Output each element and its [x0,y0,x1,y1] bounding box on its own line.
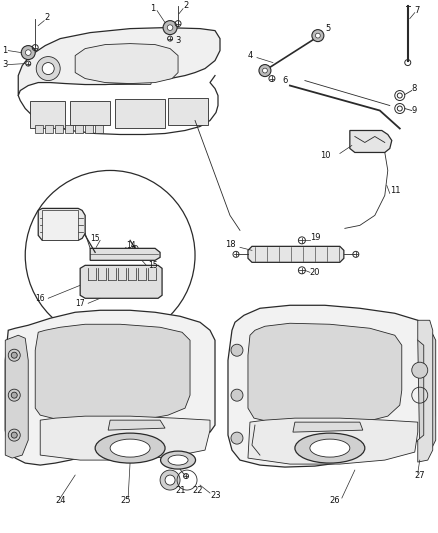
Text: 22: 22 [192,486,202,495]
Polygon shape [108,420,165,430]
Circle shape [231,432,243,444]
Text: 18: 18 [225,240,236,249]
Polygon shape [418,332,436,455]
Polygon shape [38,208,85,240]
Text: 2: 2 [183,1,188,10]
Text: 11: 11 [390,186,400,195]
Ellipse shape [161,451,195,469]
Circle shape [8,349,20,361]
Circle shape [312,30,324,42]
Polygon shape [90,248,160,260]
Text: 24: 24 [55,496,66,505]
Circle shape [167,25,173,30]
Text: 2: 2 [44,13,49,22]
Text: 25: 25 [120,496,131,505]
Text: 14: 14 [126,241,136,250]
Text: 19: 19 [310,233,320,242]
Circle shape [25,171,195,340]
Polygon shape [45,125,53,133]
Polygon shape [115,99,165,128]
FancyBboxPatch shape [93,51,152,75]
Text: 21: 21 [175,486,186,495]
Polygon shape [418,320,433,462]
Polygon shape [42,211,78,240]
Polygon shape [168,98,208,125]
Text: 17: 17 [75,299,85,308]
Circle shape [8,429,20,441]
Polygon shape [75,44,178,84]
Polygon shape [18,28,220,95]
Ellipse shape [110,439,150,457]
Polygon shape [65,125,73,133]
Text: 16: 16 [35,294,45,303]
Text: 4: 4 [248,51,253,60]
Circle shape [165,475,175,485]
Circle shape [11,432,17,438]
Circle shape [231,344,243,356]
Circle shape [259,64,271,77]
Polygon shape [248,418,418,464]
Text: 3: 3 [175,36,180,45]
Circle shape [36,56,60,80]
Polygon shape [350,131,392,152]
Circle shape [160,470,180,490]
Text: 6: 6 [282,76,287,85]
Text: 26: 26 [330,496,340,505]
Circle shape [262,68,267,73]
Text: 20: 20 [310,268,320,277]
Ellipse shape [168,455,188,465]
Text: 15: 15 [148,261,158,270]
Polygon shape [35,125,43,133]
Polygon shape [80,265,162,298]
Polygon shape [248,246,344,262]
Text: 3: 3 [2,60,7,69]
Text: 23: 23 [210,490,221,499]
Polygon shape [228,305,435,467]
Polygon shape [293,422,363,432]
Polygon shape [55,125,63,133]
Ellipse shape [310,439,350,457]
Polygon shape [95,125,103,133]
Polygon shape [30,101,65,128]
Circle shape [163,21,177,35]
Polygon shape [40,416,210,460]
Circle shape [42,62,54,75]
Polygon shape [75,125,83,133]
Circle shape [315,33,320,38]
Text: 10: 10 [320,151,330,160]
Polygon shape [248,323,402,426]
Text: 9: 9 [412,106,417,115]
Text: 1: 1 [150,4,155,13]
Text: 27: 27 [415,471,425,480]
Ellipse shape [95,433,165,463]
Circle shape [21,46,35,60]
Text: 8: 8 [412,84,417,93]
Text: 5: 5 [326,24,331,33]
Text: 7: 7 [415,6,420,15]
Ellipse shape [295,433,365,463]
Polygon shape [70,101,110,125]
FancyBboxPatch shape [94,72,151,85]
Circle shape [412,362,428,378]
Circle shape [11,352,17,358]
Circle shape [231,389,243,401]
Circle shape [11,392,17,398]
Text: 15: 15 [90,234,100,243]
Polygon shape [5,335,28,458]
Polygon shape [35,324,190,422]
Circle shape [8,389,20,401]
Polygon shape [5,310,215,465]
Circle shape [25,50,31,55]
Text: 1: 1 [2,46,7,55]
Polygon shape [85,125,93,133]
